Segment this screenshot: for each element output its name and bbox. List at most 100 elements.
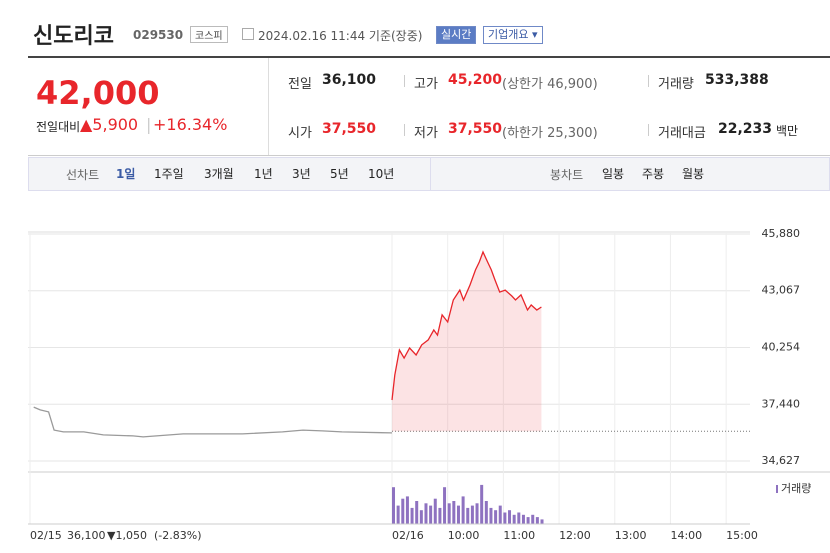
volume-bar — [466, 507, 470, 524]
volume-legend: 거래량 — [781, 482, 811, 495]
reference-label: 36,100 — [67, 529, 106, 542]
separator: | — [146, 115, 152, 134]
tab[interactable]: 월봉 — [682, 167, 705, 181]
info-note: (상한가 46,900) — [502, 77, 598, 92]
volume-bar — [489, 507, 493, 524]
x-tick-label: 14:00 — [670, 529, 702, 542]
change-label: 전일대비 — [36, 120, 81, 134]
volume-bar — [475, 503, 479, 524]
volume-bar — [531, 514, 535, 524]
volume-bar — [396, 505, 400, 524]
change: ▲5,900 — [80, 115, 139, 134]
info-unit: 백만 — [776, 124, 799, 138]
info-label: 거래대금 — [658, 126, 706, 141]
reference-rate: (-2.83%) — [154, 529, 202, 542]
company-info-button[interactable]: 기업개요 ▾ — [483, 26, 543, 44]
info-value: 36,100 — [322, 72, 377, 88]
tab[interactable]: 3개월 — [204, 167, 234, 181]
volume-bar — [405, 496, 409, 524]
info-label: 거래량 — [658, 77, 694, 92]
tab[interactable]: 5년 — [330, 167, 349, 181]
info-label: 전일 — [288, 77, 312, 92]
price-line — [391, 250, 542, 401]
volume-bar — [424, 503, 428, 524]
tab[interactable]: 1주일 — [154, 167, 184, 181]
info-divider — [648, 124, 649, 136]
x-tick-label: 10:00 — [448, 529, 480, 542]
info-divider — [648, 75, 649, 87]
reference-change: ▼1,050 — [107, 529, 147, 542]
price-line — [33, 406, 393, 438]
volume-bar — [447, 503, 451, 524]
volume-bar — [480, 484, 484, 524]
volume-bar — [517, 512, 521, 524]
volume-bar — [498, 505, 502, 524]
volume-bar — [410, 507, 414, 524]
realtime-button[interactable]: 실시간 — [436, 26, 477, 44]
current-price: 42,000 — [36, 74, 160, 112]
stock-name: 신도리코 — [33, 24, 114, 49]
info-value: 37,550 — [322, 121, 377, 137]
tab[interactable]: 주봉 — [642, 167, 665, 181]
volume-bar — [540, 519, 544, 524]
quote-border — [28, 155, 830, 156]
tab-bar — [28, 157, 830, 191]
info-value: 22,233 — [718, 121, 773, 137]
volume-bar — [494, 510, 498, 524]
y-tick-label: 34,627 — [762, 454, 801, 467]
tab-group-label: 봉차트 — [550, 168, 584, 182]
price-area — [392, 252, 542, 432]
volume-bar — [535, 517, 539, 524]
info-label: 고가 — [414, 77, 438, 92]
quote-divider — [268, 58, 269, 155]
volume-bar — [429, 505, 433, 524]
volume-bar — [503, 512, 507, 524]
x-tick-label: 02/15 — [30, 529, 62, 542]
tab[interactable]: 1년 — [254, 167, 273, 181]
tab[interactable]: 3년 — [292, 167, 311, 181]
x-tick-label: 15:00 — [726, 529, 758, 542]
volume-bar — [438, 507, 442, 524]
info-value: 45,200 — [448, 72, 503, 88]
volume-bar — [415, 501, 419, 524]
volume-bar — [401, 498, 405, 524]
volume-bar — [521, 514, 525, 524]
volume-bar — [484, 501, 488, 524]
info-divider — [404, 124, 405, 136]
info-label: 시가 — [288, 126, 312, 141]
y-tick-label: 43,067 — [762, 284, 801, 297]
volume-bar — [461, 496, 465, 524]
top-border — [28, 56, 830, 58]
volume-bar — [443, 487, 447, 524]
tab[interactable]: 일봉 — [602, 167, 625, 181]
y-tick-label: 37,440 — [762, 397, 801, 410]
volume-bar — [526, 517, 530, 524]
volume-bar — [419, 510, 423, 524]
volume-bar — [512, 514, 516, 524]
x-tick-label: 02/16 — [392, 529, 424, 542]
tab[interactable]: 1일 — [116, 167, 136, 181]
market-badge: 코스피 — [190, 26, 228, 43]
stock-code: 029530 — [133, 28, 184, 42]
volume-bar — [452, 501, 456, 524]
tab-group-label: 선차트 — [66, 168, 100, 182]
volume-bar — [470, 505, 474, 524]
y-tick-label: 45,880 — [762, 227, 801, 240]
y-tick-label: 40,254 — [762, 340, 801, 353]
info-value: 533,388 — [705, 72, 769, 88]
change-rate: +16.34% — [153, 115, 228, 134]
volume-bar — [392, 487, 395, 524]
x-tick-label: 11:00 — [503, 529, 535, 542]
volume-bar — [456, 505, 460, 524]
company-info-label: 기업개요 — [488, 28, 529, 41]
volume-legend-swatch — [776, 485, 778, 493]
timestamp: 2024.02.16 11:44 기준(장중) — [258, 29, 423, 43]
info-value: 37,550 — [448, 121, 503, 137]
volume-bar — [433, 498, 437, 524]
info-note: (하한가 25,300) — [502, 126, 598, 141]
chart: 45,880 43,067 40,254 37,440 34,627 02/15 02/16… — [28, 227, 830, 542]
tab[interactable]: 10년 — [368, 167, 395, 181]
info-label: 저가 — [414, 126, 438, 141]
calendar-icon — [242, 28, 254, 40]
